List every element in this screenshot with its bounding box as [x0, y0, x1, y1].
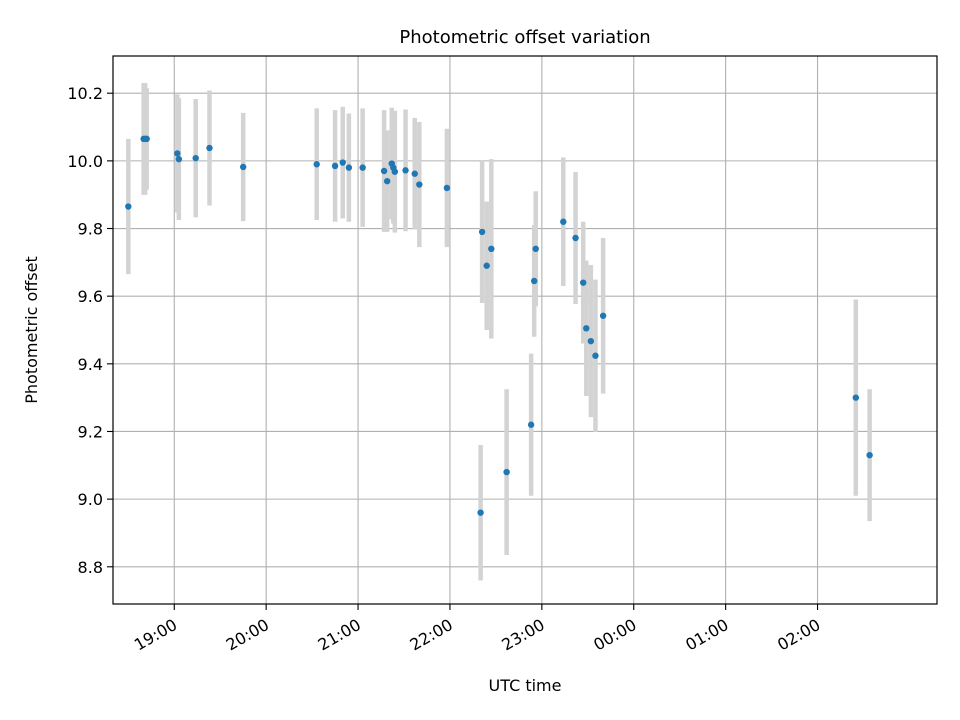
data-point [852, 394, 860, 401]
data-point [488, 245, 495, 253]
y-tick-label: 9.8 [78, 220, 103, 239]
data-point [411, 170, 418, 177]
y-tick-label: 9.2 [78, 422, 103, 441]
data-point [359, 164, 366, 171]
data-point [313, 161, 320, 168]
data-point [192, 154, 199, 162]
chart-title: Photometric offset variation [399, 27, 650, 48]
data-point [239, 163, 247, 171]
y-tick-label: 10.0 [67, 152, 103, 171]
data-point [580, 279, 587, 286]
grid [113, 56, 937, 604]
data-point [416, 181, 423, 188]
data-point [391, 168, 399, 175]
data-point [530, 277, 538, 285]
y-tick-label: 9.6 [78, 287, 103, 306]
y-tick-label: 10.2 [67, 84, 103, 103]
y-axis-label: Photometric offset [22, 256, 41, 404]
data-point [599, 312, 607, 319]
data-point [402, 167, 409, 174]
data-point [380, 167, 388, 175]
data-point [503, 468, 510, 476]
plot-area-frame [112, 55, 938, 605]
data-point [174, 150, 181, 157]
data-points [125, 135, 873, 516]
y-axis: 8.8 9.0 9.2 9.4 9.6 9.8 10.0 10.2 [67, 84, 113, 577]
data-point [478, 228, 486, 236]
y-tick-label: 9.4 [78, 355, 103, 374]
data-point [477, 509, 484, 516]
data-point [175, 155, 183, 163]
data-point [527, 421, 535, 428]
data-point [339, 159, 346, 166]
data-point [125, 203, 132, 210]
x-axis-label: UTC time [489, 676, 562, 695]
y-tick-label: 9.0 [78, 490, 103, 509]
data-point [583, 325, 590, 332]
data-point [143, 135, 150, 143]
data-point [560, 218, 567, 225]
data-point [345, 164, 353, 171]
data-point [483, 262, 490, 269]
data-point [866, 451, 873, 459]
data-point [331, 162, 339, 170]
data-point [592, 352, 599, 359]
y-tick-label: 8.8 [78, 558, 103, 577]
data-point [572, 234, 579, 242]
data-point [383, 177, 391, 185]
data-point [443, 184, 451, 192]
data-point [206, 144, 213, 152]
data-point [587, 337, 595, 345]
data-point [532, 245, 539, 253]
